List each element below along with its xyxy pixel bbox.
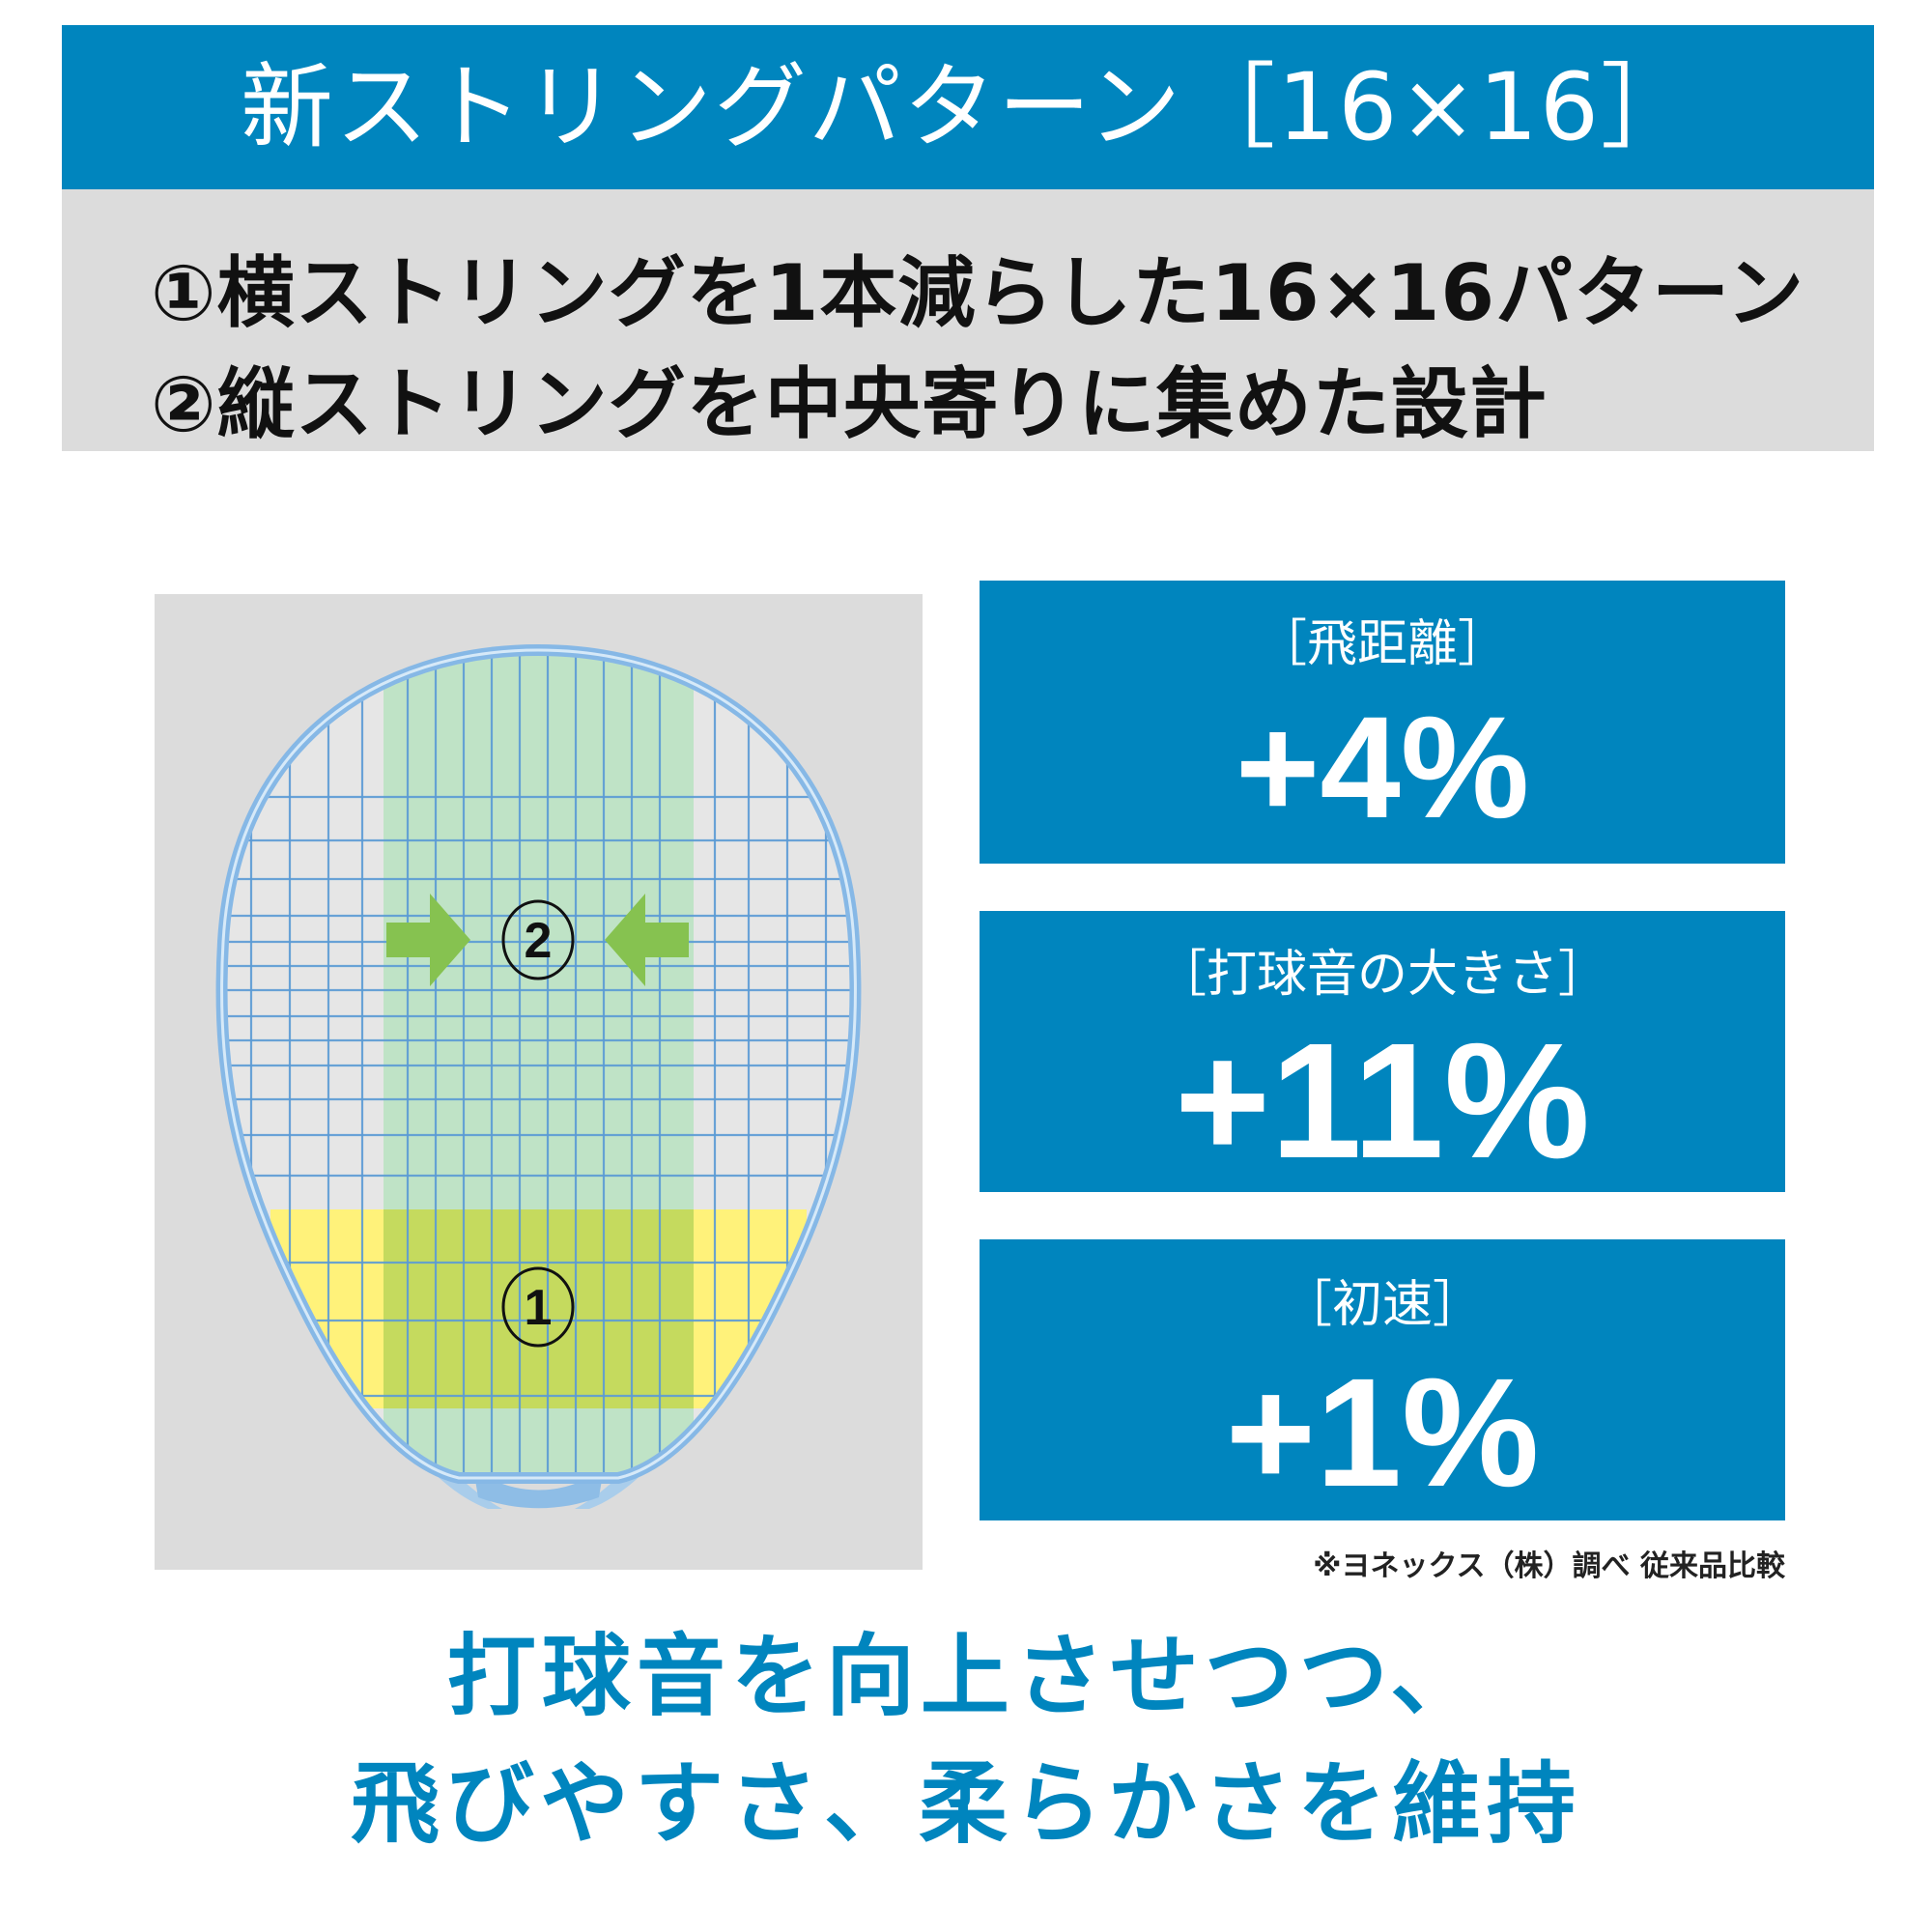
feature-point-1: ①横ストリングを1本減らした16×16パターン [151, 248, 1805, 338]
stat-value: +4% [1235, 686, 1530, 848]
arrow-right-icon [386, 894, 470, 986]
footnote: ※ヨネックス（株）調べ 従来品比較 [1313, 1549, 1785, 1583]
racket-diagram: 2 1 [155, 594, 923, 1570]
stat-card-sound: ［打球音の大きさ］ +11% [980, 911, 1785, 1192]
stat-card-distance: ［飛距離］ +4% [980, 581, 1785, 864]
stat-card-initial-speed: ［初速］ +1% [980, 1239, 1785, 1520]
marker-1-icon: 1 [501, 1266, 575, 1348]
stat-label: ［打球音の大きさ］ [1155, 946, 1608, 1004]
stat-label: ［飛距離］ [1256, 615, 1508, 673]
racket-string-pattern-illustration: 2 1 [215, 643, 862, 1509]
stat-value: +11% [1174, 1009, 1591, 1193]
tagline-line-1: 打球音を向上させつつ、 [446, 1625, 1486, 1728]
svg-text:2: 2 [525, 913, 553, 969]
header-banner: 新ストリングパターン［16×16］ [62, 25, 1874, 189]
cross-strings [221, 795, 856, 1398]
feature-point-2: ②縦ストリングを中央寄りに集めた設計 [151, 359, 1548, 449]
page-title: 新ストリングパターン［16×16］ [241, 53, 1695, 161]
svg-text:1: 1 [525, 1280, 553, 1336]
stat-label: ［初速］ [1281, 1276, 1483, 1334]
marker-2-icon: 2 [501, 899, 575, 980]
tagline-line-2: 飛びやすさ、柔らかさを維持 [350, 1752, 1581, 1856]
stat-value: +1% [1225, 1346, 1540, 1519]
feature-summary: ①横ストリングを1本減らした16×16パターン ②縦ストリングを中央寄りに集めた… [62, 189, 1874, 451]
arrow-left-icon [605, 894, 689, 986]
